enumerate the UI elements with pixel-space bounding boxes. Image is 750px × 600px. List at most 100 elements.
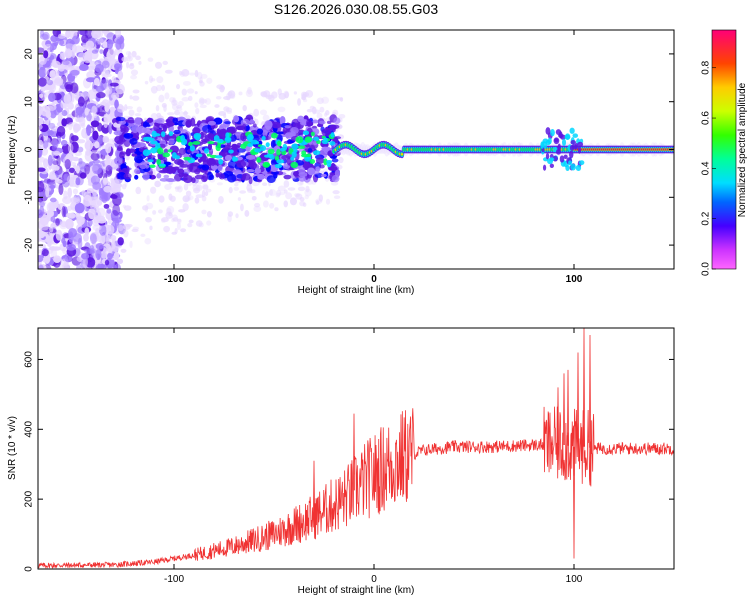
heatmap-cell	[116, 36, 123, 45]
heatmap-cell	[70, 82, 79, 94]
heatmap-cell	[164, 183, 172, 191]
heatmap-cell	[219, 125, 224, 130]
heatmap-cell	[249, 119, 255, 125]
heatmap-cell	[49, 43, 55, 53]
heatmap-cell	[89, 233, 97, 244]
heatmap-cell	[70, 196, 81, 205]
heatmap-cell	[92, 224, 102, 231]
heatmap-cell	[277, 88, 282, 96]
heatmap-cell	[134, 174, 139, 180]
heatmap-cell	[276, 159, 285, 164]
heatmap-cell	[117, 159, 123, 165]
heatmap-cell	[53, 150, 61, 156]
heatmap-cell	[99, 49, 104, 54]
heatmap-cell	[157, 209, 163, 214]
heatmap-cell	[283, 200, 289, 208]
heatmap-cell	[125, 55, 133, 62]
spectrogram-y-tick-label: 10	[24, 96, 35, 108]
heatmap-cell	[96, 199, 103, 206]
heatmap-cell	[39, 33, 49, 40]
heatmap-cell	[116, 258, 124, 265]
snr-y-tick-label: 200	[24, 490, 35, 507]
heatmap-cell	[224, 154, 233, 161]
heatmap-cell	[182, 203, 189, 211]
heatmap-cell	[102, 41, 108, 49]
heatmap-cell	[316, 97, 324, 105]
heatmap-cell	[105, 143, 112, 154]
heatmap-cell	[69, 167, 75, 173]
heatmap-cell	[564, 134, 571, 140]
heatmap-cell	[192, 127, 201, 135]
heatmap-cell	[130, 74, 138, 80]
heatmap-cell	[259, 109, 268, 116]
heatmap-cell	[298, 175, 306, 182]
heatmap-cell	[47, 181, 57, 188]
heatmap-cell	[182, 80, 191, 86]
heatmap-cell	[155, 104, 160, 112]
heatmap-cell	[60, 139, 68, 147]
heatmap-cell	[61, 110, 68, 117]
heatmap-cell	[323, 137, 328, 143]
heatmap-cell	[572, 133, 579, 138]
heatmap-cell	[156, 159, 162, 166]
heatmap-cell	[168, 193, 173, 201]
heatmap-cell	[142, 136, 150, 142]
spectrogram-y-tick-label: 20	[24, 48, 35, 60]
heatmap-cell	[181, 97, 190, 102]
heatmap-cell	[284, 125, 291, 129]
heatmap-cell	[102, 177, 108, 186]
heatmap-cell	[149, 164, 156, 168]
heatmap-cell	[271, 132, 278, 139]
heatmap-cell	[91, 105, 98, 114]
heatmap-cell	[194, 197, 200, 204]
heatmap-cell	[117, 105, 126, 113]
heatmap-cell	[77, 52, 88, 61]
heatmap-cell	[118, 120, 127, 125]
heatmap-cell	[162, 124, 167, 133]
heatmap-cell	[271, 171, 280, 175]
heatmap-cell	[39, 93, 44, 99]
heatmap-cell	[257, 173, 265, 180]
heatmap-cell	[174, 109, 180, 116]
heatmap-cell	[65, 30, 71, 39]
heatmap-cell	[129, 95, 133, 100]
heatmap-cell	[52, 246, 61, 251]
heatmap-cell	[74, 151, 82, 156]
heatmap-cell	[68, 228, 78, 238]
heatmap-cell	[193, 135, 199, 140]
heatmap-cell	[49, 70, 56, 79]
heatmap-cell	[107, 39, 114, 50]
heatmap-cell	[75, 165, 80, 174]
heatmap-cell	[204, 97, 212, 105]
snr-y-tick-label: 0	[24, 566, 35, 572]
heatmap-cell	[61, 118, 68, 127]
heatmap-cell	[320, 173, 327, 178]
heatmap-cell	[98, 187, 104, 196]
heatmap-cell	[283, 180, 290, 188]
heatmap-cell	[219, 173, 225, 180]
heatmap-cell	[264, 154, 270, 158]
snr-x-tick-label: 0	[371, 574, 377, 585]
heatmap-cell	[247, 86, 252, 95]
heatmap-cell	[250, 189, 256, 194]
heatmap-cell	[101, 79, 109, 84]
heatmap-cell	[39, 201, 45, 208]
heatmap-cell	[146, 195, 150, 202]
spectrogram-y-tick-label: -20	[24, 237, 35, 252]
snr-y-axis-label: SNR (10 * v/v)	[7, 416, 18, 480]
heatmap-cell	[166, 133, 177, 140]
heatmap-cell	[178, 100, 184, 107]
heatmap-cell	[136, 106, 143, 113]
heatmap-cell	[135, 55, 141, 61]
heatmap-cell	[38, 139, 44, 150]
heatmap-cell	[215, 96, 222, 100]
heatmap-cell	[78, 157, 83, 165]
heatmap-cell	[574, 142, 579, 150]
heatmap-cell	[105, 86, 113, 95]
heatmap-cell	[307, 167, 316, 176]
heatmap-cell	[191, 177, 196, 184]
heatmap-cell	[147, 117, 152, 122]
heatmap-cell	[301, 150, 307, 156]
heatmap-cell	[54, 179, 63, 184]
